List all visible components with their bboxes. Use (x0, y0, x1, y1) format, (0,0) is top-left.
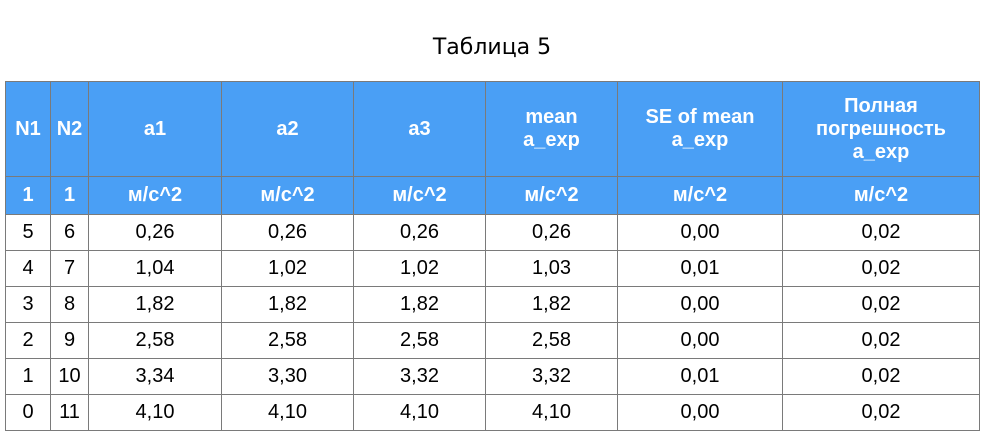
unit-cell: м/с^2 (221, 176, 354, 215)
table-cell: 0,26 (485, 214, 618, 251)
table-cell: 0,26 (353, 214, 486, 251)
table-cell: 0,26 (88, 214, 222, 251)
table-cell: 3,32 (485, 358, 618, 395)
unit-cell: м/с^2 (485, 176, 618, 215)
table-cell: 3,34 (88, 358, 222, 395)
table-cell: 1,82 (88, 286, 222, 323)
table-cell: 0,02 (782, 394, 980, 431)
table-cell: 4,10 (221, 394, 354, 431)
units-row: 1 1 м/с^2 м/с^2 м/с^2 м/с^2 м/с^2 м/с^2 (5, 176, 980, 215)
header-row: N1 N2 a1 a2 a3 mean a_exp SE of mean a_e… (5, 81, 980, 177)
table-cell: 11 (50, 394, 89, 431)
table-cell: 2,58 (485, 322, 618, 359)
table-cell: 0,02 (782, 250, 980, 287)
unit-cell: м/с^2 (782, 176, 980, 215)
table-cell: 0,00 (617, 322, 783, 359)
header-cell-n2: N2 (50, 81, 89, 177)
header-cell-a3: a3 (353, 81, 486, 177)
table-cell: 2,58 (88, 322, 222, 359)
table-cell: 1,02 (353, 250, 486, 287)
table-cell: 4,10 (353, 394, 486, 431)
table-cell: 0,02 (782, 286, 980, 323)
table-cell: 2 (5, 322, 51, 359)
table-cell: 0,01 (617, 358, 783, 395)
table-cell: 0,00 (617, 394, 783, 431)
header-cell-mean-a-exp: mean a_exp (485, 81, 618, 177)
table-cell: 4,10 (88, 394, 222, 431)
table-cell: 0 (5, 394, 51, 431)
table-cell: 3,32 (353, 358, 486, 395)
header-cell-se-of-mean: SE of mean a_exp (617, 81, 783, 177)
table-cell: 0,00 (617, 214, 783, 251)
unit-cell: м/с^2 (88, 176, 222, 215)
table-cell: 0,26 (221, 214, 354, 251)
table-row: 0 11 4,10 4,10 4,10 4,10 0,00 0,02 (5, 394, 980, 431)
unit-cell: м/с^2 (617, 176, 783, 215)
table-row: 2 9 2,58 2,58 2,58 2,58 0,00 0,02 (5, 322, 980, 359)
unit-cell: м/с^2 (353, 176, 486, 215)
table-cell: 4,10 (485, 394, 618, 431)
header-cell-full-error: Полная погрешность a_exp (782, 81, 980, 177)
table-cell: 10 (50, 358, 89, 395)
table-cell: 4 (5, 250, 51, 287)
results-table: N1 N2 a1 a2 a3 mean a_exp SE of mean a_e… (5, 81, 980, 431)
table-cell: 0,01 (617, 250, 783, 287)
table-cell: 9 (50, 322, 89, 359)
table-cell: 7 (50, 250, 89, 287)
header-cell-a1: a1 (88, 81, 222, 177)
table-row: 3 8 1,82 1,82 1,82 1,82 0,00 0,02 (5, 286, 980, 323)
table-cell: 3,30 (221, 358, 354, 395)
table-caption: Таблица 5 (432, 35, 552, 60)
table-cell: 0,02 (782, 322, 980, 359)
table-cell: 2,58 (221, 322, 354, 359)
header-cell-n1: N1 (5, 81, 51, 177)
table-cell: 0,02 (782, 358, 980, 395)
table-cell: 5 (5, 214, 51, 251)
table-cell: 1,02 (221, 250, 354, 287)
unit-cell: 1 (50, 176, 89, 215)
table-row: 4 7 1,04 1,02 1,02 1,03 0,01 0,02 (5, 250, 980, 287)
header-cell-a2: a2 (221, 81, 354, 177)
table-body: 5 6 0,26 0,26 0,26 0,26 0,00 0,02 4 7 1,04 1,02 1,02… (5, 214, 980, 431)
table-cell: 0,00 (617, 286, 783, 323)
table-row: 5 6 0,26 0,26 0,26 0,26 0,00 0,02 (5, 214, 980, 251)
table-cell: 3 (5, 286, 51, 323)
table-cell: 1 (5, 358, 51, 395)
table-cell: 1,82 (485, 286, 618, 323)
table-cell: 6 (50, 214, 89, 251)
table-cell: 8 (50, 286, 89, 323)
table-cell: 0,02 (782, 214, 980, 251)
table-cell: 2,58 (353, 322, 486, 359)
table-row: 1 10 3,34 3,30 3,32 3,32 0,01 0,02 (5, 358, 980, 395)
table-cell: 1,04 (88, 250, 222, 287)
unit-cell: 1 (5, 176, 51, 215)
table-cell: 1,82 (353, 286, 486, 323)
table-cell: 1,03 (485, 250, 618, 287)
table-cell: 1,82 (221, 286, 354, 323)
